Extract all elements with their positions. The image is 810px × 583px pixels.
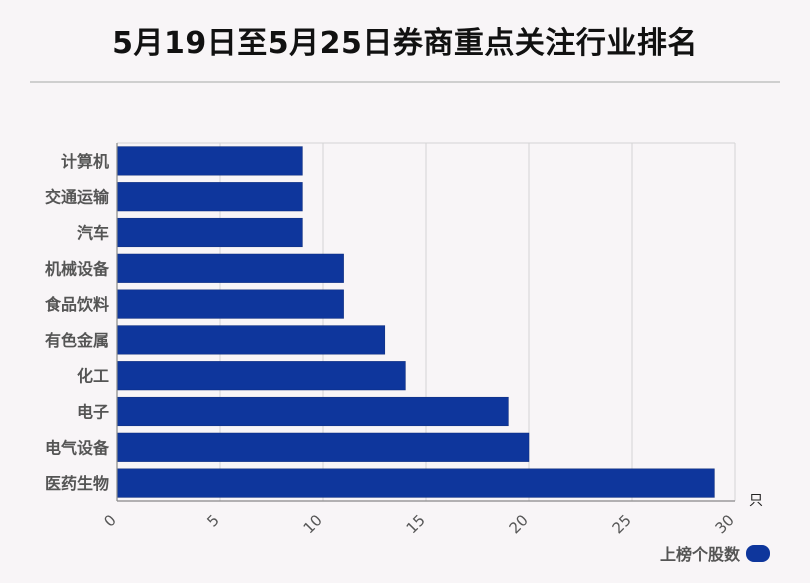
bar[interactable] (116, 325, 386, 355)
x-tick-label: 20 (506, 511, 532, 537)
bar[interactable] (116, 289, 344, 319)
category-label: 有色金属 (45, 331, 109, 350)
x-tick-label: 25 (609, 511, 635, 537)
bar[interactable] (116, 182, 303, 212)
bars (116, 146, 715, 498)
x-axis-unit: 只 (749, 493, 763, 509)
legend-label: 上榜个股数 (659, 545, 740, 564)
category-label: 食品饮料 (44, 295, 109, 314)
chart-title: 5月19日至5月25日券商重点关注行业排名 (112, 26, 698, 61)
bar[interactable] (116, 432, 530, 462)
category-label: 电子 (77, 403, 109, 422)
x-tick-label: 15 (403, 511, 429, 537)
category-label: 计算机 (61, 152, 109, 171)
bar[interactable] (116, 468, 715, 498)
bar[interactable] (116, 146, 303, 176)
category-label: 医药生物 (45, 474, 109, 493)
bar[interactable] (116, 396, 509, 427)
category-label: 汽车 (77, 224, 109, 243)
x-tick-label: 10 (300, 511, 326, 537)
legend[interactable]: 上榜个股数 (660, 541, 770, 565)
category-label: 电气设备 (45, 438, 110, 457)
x-tick-label: 5 (203, 511, 222, 530)
bar[interactable] (116, 253, 344, 283)
axes (116, 143, 735, 502)
title-divider (30, 81, 780, 83)
x-tick-label: 30 (712, 511, 738, 537)
bar[interactable] (116, 361, 406, 391)
category-label: 机械设备 (45, 259, 110, 278)
bar[interactable] (116, 217, 303, 248)
legend-swatch (746, 544, 770, 562)
x-tick-label: 0 (100, 511, 119, 530)
category-label: 化工 (77, 367, 109, 386)
category-label: 交通运输 (45, 188, 110, 207)
